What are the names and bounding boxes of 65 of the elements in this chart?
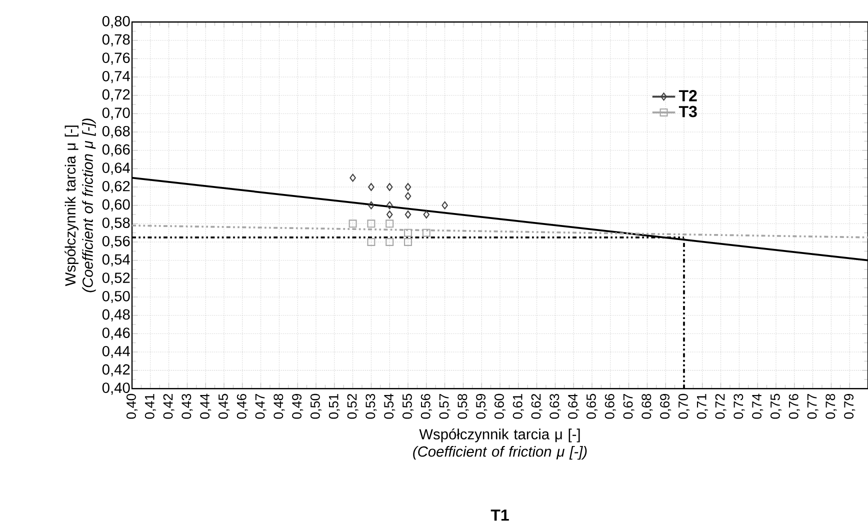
y-tick-label: 0,56 <box>102 236 130 248</box>
x-tick-label: 0,76 <box>788 394 800 419</box>
x-tick-label: 0,75 <box>770 394 782 419</box>
x-tick-label: 0,42 <box>163 394 174 419</box>
x-tick-label: 0,77 <box>807 394 818 419</box>
y-tick-label: 0,64 <box>102 162 130 175</box>
y-tick-label: 0,72 <box>102 89 130 102</box>
y-tick-label: 0,78 <box>102 34 130 47</box>
x-tick-label: 0,43 <box>182 394 193 419</box>
y-tick-label: 0,44 <box>102 346 130 358</box>
x-tick-label: 0,54 <box>384 394 396 419</box>
y-tick-label: 0,52 <box>102 272 130 285</box>
x-tick-label: 0,48 <box>274 394 285 419</box>
legend-label: T2 <box>678 90 697 102</box>
y-tick-label: 0,70 <box>102 108 130 120</box>
y-tick-label: 0,48 <box>102 309 130 322</box>
x-tick-label: 0,62 <box>531 394 542 419</box>
x-tick-label: 0,68 <box>642 394 653 419</box>
x-tick-label: 0,51 <box>328 394 340 419</box>
y-tick-label: 0,50 <box>102 291 130 304</box>
x-tick-label: 0,56 <box>420 394 432 419</box>
x-tick-label: 0,65 <box>586 394 598 419</box>
y-tick-label: 0,68 <box>102 126 130 138</box>
x-tick-label: 0,72 <box>715 394 726 419</box>
y-axis-title: Współczynnik tarcia μ [-] (Coefficient of friction μ [-]) <box>64 118 96 292</box>
x-tick-label: 0,47 <box>255 394 266 419</box>
x-tick-label: 0,44 <box>200 394 212 419</box>
x-tick-label: 0,58 <box>458 394 469 419</box>
x-tick-label: 0,52 <box>347 394 358 419</box>
x-tick-label: 0,50 <box>310 394 322 419</box>
x-tick-label: 0,66 <box>604 394 616 419</box>
x-tick-label: 0,46 <box>236 394 248 419</box>
y-tick-label: 0,74 <box>102 71 130 84</box>
y-tick-label: 0,62 <box>102 181 130 194</box>
y-tick-label: 0,66 <box>102 144 130 157</box>
y-tick-label: 0,76 <box>102 52 130 65</box>
y-tick-label: 0,58 <box>102 218 130 230</box>
y-tick-label: 0,54 <box>102 254 130 267</box>
x-tick-label: 0,63 <box>550 394 561 419</box>
x-tick-label: 0,49 <box>292 394 304 419</box>
x-tick-label: 0,61 <box>512 394 524 419</box>
x-tick-label: 0,60 <box>494 394 506 419</box>
x-tick-label: 0,79 <box>844 394 856 419</box>
y-tick-label: 0,80 <box>102 16 130 28</box>
x-tick-label: 0,64 <box>568 394 580 419</box>
x-tick-label: 0,59 <box>476 394 488 419</box>
x-tick-label: 0,73 <box>734 394 745 419</box>
y-tick-label: 0,46 <box>102 328 130 340</box>
x-tick-label: 0,69 <box>660 394 672 419</box>
y-tick-label: 0,42 <box>102 364 130 377</box>
x-tick-label: 0,78 <box>826 394 837 419</box>
y-tick-label: 0,40 <box>102 382 130 395</box>
x-tick-label: 0,57 <box>439 394 450 419</box>
x-axis-title: Współczynnik tarcia μ [-] (Coefficient of friction μ [-]) <box>413 428 587 460</box>
x-tick-label: 0,55 <box>402 394 414 419</box>
y-tick-label: 0,60 <box>102 199 130 212</box>
x-tick-label: 0,45 <box>218 394 230 419</box>
x-tick-label: 0,70 <box>678 394 690 419</box>
x-tick-label: 0,74 <box>752 394 764 419</box>
x-tick-label: 0,67 <box>623 394 634 419</box>
x-tick-label: 0,41 <box>144 394 156 419</box>
x-tick-label: 0,53 <box>366 394 377 419</box>
x-tick-label: 0,71 <box>696 394 708 419</box>
legend-label: T3 <box>678 106 697 118</box>
text: T1 <box>490 510 509 521</box>
